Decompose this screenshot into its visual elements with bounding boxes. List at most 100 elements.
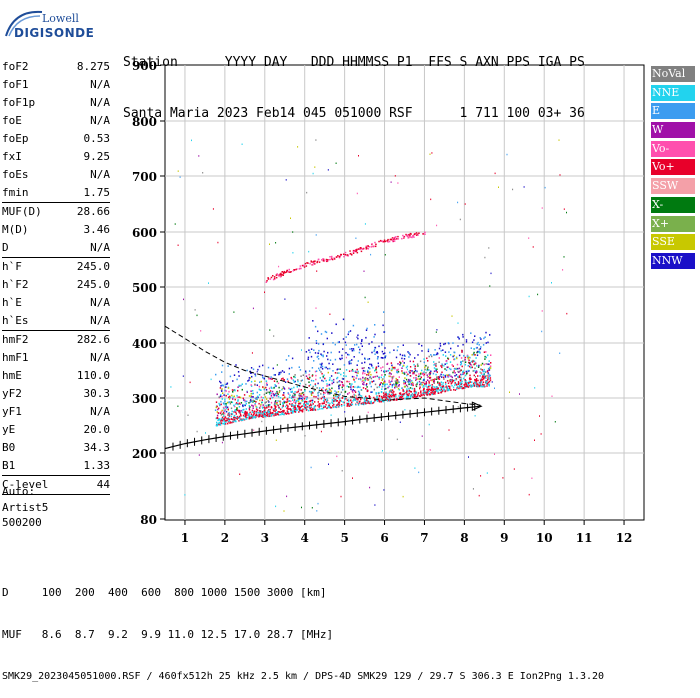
echo-point: [449, 380, 451, 383]
echo-point: [487, 341, 489, 344]
echo-point: [484, 355, 486, 358]
param-value: N/A: [90, 168, 110, 181]
noise-point: [317, 392, 319, 394]
echo-point: [266, 406, 268, 409]
echo-point: [408, 380, 410, 382]
echo-point: [245, 416, 247, 419]
echo-point: [250, 400, 252, 402]
echo-point: [275, 406, 277, 408]
echo-point: [468, 359, 470, 362]
echo-point: [463, 354, 465, 357]
echo-point: [425, 385, 427, 387]
echo-point: [260, 410, 262, 412]
echo-point: [409, 381, 411, 383]
header-line1: Station YYYY DAY DDD HHMMSS P1 FFS S AXN…: [123, 55, 585, 70]
echo-point: [275, 403, 278, 405]
echo-point: [436, 368, 438, 371]
multihop-point: [304, 262, 307, 265]
echo-point: [354, 399, 356, 401]
echo-point: [328, 404, 330, 407]
echo-point: [326, 398, 328, 401]
param-row: B0 34.3: [2, 439, 110, 457]
noise-point: [483, 373, 485, 375]
echo-point: [224, 409, 227, 411]
echo-point: [263, 406, 265, 409]
echo-point: [460, 357, 463, 359]
legend-item-sse: SSE: [651, 234, 695, 251]
echo-point: [428, 393, 430, 395]
echo-point: [335, 400, 338, 402]
param-name: C-level: [2, 478, 49, 491]
echo-point: [310, 408, 313, 411]
echo-point: [267, 400, 269, 402]
x-tick-label: 1: [181, 531, 189, 545]
echo-point: [368, 402, 371, 405]
echo-point: [315, 340, 318, 342]
echo-point: [351, 359, 353, 361]
echo-point: [463, 372, 465, 374]
echo-point: [229, 395, 231, 398]
echo-point: [341, 357, 343, 360]
echo-point: [462, 371, 464, 374]
noise-point: [315, 307, 317, 309]
echo-point: [256, 398, 258, 400]
echo-point: [465, 380, 467, 383]
auto-version: 500200: [2, 516, 42, 529]
echo-point: [414, 394, 416, 396]
echo-point: [381, 344, 383, 346]
noise-point: [418, 471, 420, 474]
echo-point: [429, 376, 432, 379]
echo-point: [331, 402, 334, 405]
echo-point: [233, 420, 235, 423]
noise-point: [355, 237, 357, 239]
echo-point: [250, 399, 252, 401]
echo-point: [267, 366, 270, 369]
echo-point: [463, 384, 465, 386]
echo-point: [361, 380, 363, 383]
echo-point: [274, 413, 276, 415]
param-name: B1: [2, 459, 16, 472]
echo-point: [399, 392, 402, 394]
echo-point: [258, 406, 261, 409]
echo-point: [344, 396, 347, 398]
echo-point: [311, 401, 314, 404]
echo-point: [317, 352, 319, 354]
noise-point: [241, 143, 243, 145]
echo-point: [356, 400, 358, 403]
echo-point: [413, 393, 415, 396]
echo-point: [233, 417, 235, 420]
echo-point: [438, 392, 440, 394]
echo-point: [417, 393, 419, 396]
echo-point: [268, 413, 271, 416]
echo-point: [468, 356, 470, 359]
echo-point: [464, 356, 467, 359]
echo-point: [305, 404, 307, 406]
echo-point: [405, 366, 408, 369]
echo-point: [230, 401, 232, 403]
echo-point: [265, 407, 267, 409]
echo-point: [277, 393, 279, 396]
echo-point: [350, 362, 352, 365]
echo-point: [251, 395, 253, 398]
noise-point: [217, 241, 219, 244]
param-row: yF2 30.3: [2, 385, 110, 403]
echo-point: [225, 419, 228, 422]
echo-point: [408, 393, 410, 395]
echo-point: [261, 399, 263, 401]
echo-point: [357, 360, 359, 362]
echo-point: [282, 403, 284, 406]
echo-point: [361, 345, 363, 347]
echo-point: [443, 386, 445, 389]
echo-point: [429, 377, 431, 379]
echo-point: [419, 375, 421, 377]
echo-point: [337, 341, 339, 344]
echo-point: [471, 361, 474, 363]
noise-point: [457, 201, 459, 204]
echo-point: [421, 369, 423, 372]
echo-point: [302, 408, 304, 411]
echo-point: [310, 355, 313, 358]
echo-point: [362, 367, 364, 370]
echo-point: [325, 331, 328, 334]
noise-point: [429, 449, 431, 451]
echo-point: [284, 381, 287, 383]
